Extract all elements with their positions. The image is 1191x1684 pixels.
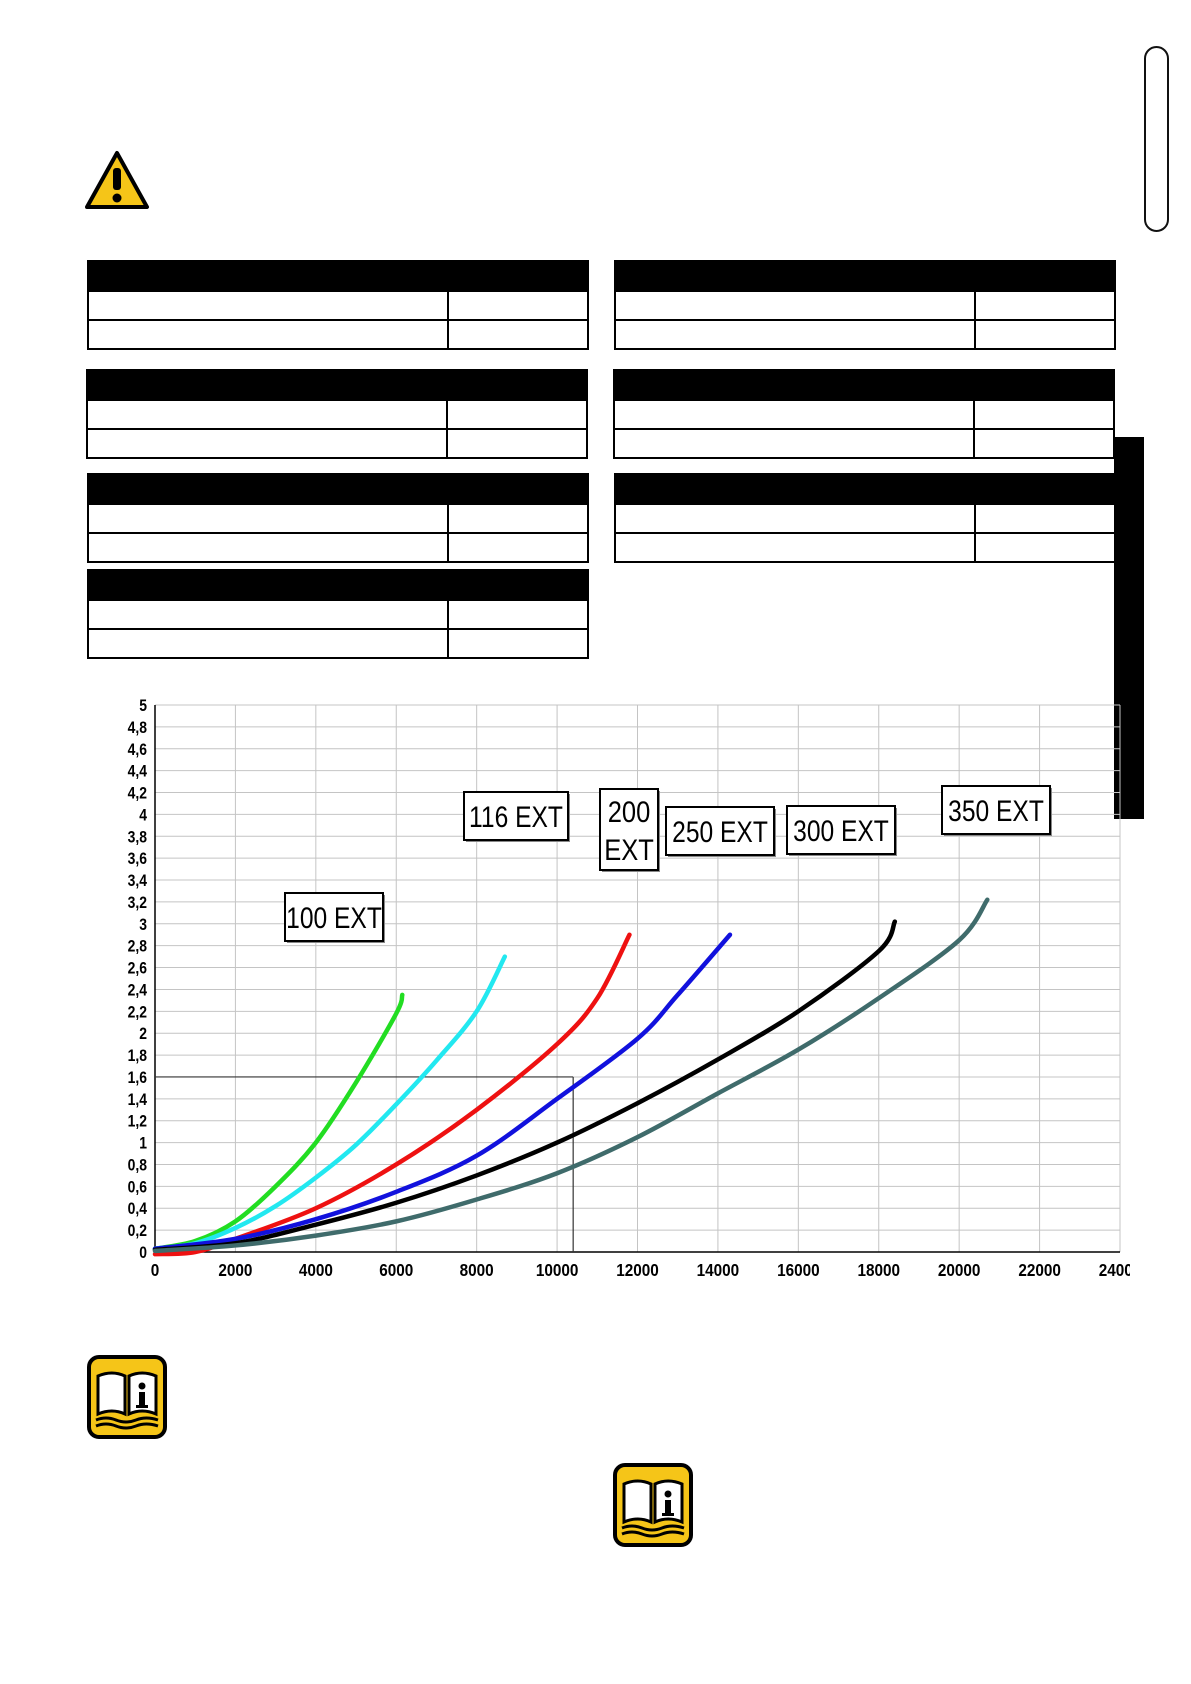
table-row <box>616 532 1114 561</box>
side-tab-outline <box>1144 46 1169 232</box>
y-tick-label: 4,2 <box>128 784 148 803</box>
y-tick-label: 4,4 <box>128 762 148 781</box>
x-tick-label: 10000 <box>536 1260 579 1280</box>
y-tick-label: 0,8 <box>128 1156 148 1175</box>
table-row <box>89 503 587 532</box>
series-label-200-ext: 200 <box>608 795 651 828</box>
spec-table-4 <box>613 369 1115 459</box>
table-row <box>616 319 1114 348</box>
y-tick-label: 2,2 <box>128 1003 148 1022</box>
y-tick-label: 1,6 <box>128 1069 148 1088</box>
y-tick-label: 2 <box>139 1025 147 1044</box>
x-tick-label: 24000 <box>1099 1260 1130 1280</box>
x-tick-label: 0 <box>151 1260 160 1280</box>
table-row <box>615 428 1113 457</box>
series-line-100-ext <box>152 992 405 1251</box>
y-tick-label: 0 <box>139 1244 147 1263</box>
read-manual-icon <box>86 1354 168 1440</box>
y-tick-label: 3,6 <box>128 850 148 869</box>
spec-table-6 <box>614 473 1116 563</box>
x-tick-label: 16000 <box>777 1260 820 1280</box>
table-row <box>88 428 586 457</box>
y-tick-label: 0,6 <box>128 1178 148 1197</box>
y-tick-label: 5 <box>139 697 147 716</box>
series-line-350-ext <box>152 897 990 1254</box>
series-label-100-ext: 100 EXT <box>286 901 382 935</box>
y-tick-label: 0,4 <box>128 1200 148 1219</box>
x-tick-label: 20000 <box>938 1260 981 1280</box>
label-box-250-ext <box>665 806 775 856</box>
spec-table-2 <box>614 260 1116 350</box>
table-row <box>89 290 587 319</box>
series-line-116-ext <box>152 954 508 1251</box>
label-box-100-ext <box>284 892 384 942</box>
series-label-250-ext: 250 EXT <box>672 815 768 849</box>
series-label-200-ext: EXT <box>604 833 654 866</box>
y-tick-label: 2,8 <box>128 937 148 956</box>
y-tick-label: 2,6 <box>128 959 148 978</box>
series-label-116-ext: 116 EXT <box>469 800 563 834</box>
x-tick-label: 4000 <box>299 1260 333 1280</box>
x-tick-label: 22000 <box>1018 1260 1061 1280</box>
y-tick-label: 0,2 <box>128 1222 148 1241</box>
series-line-250-ext <box>152 932 733 1251</box>
x-tick-label: 14000 <box>697 1260 740 1280</box>
read-manual-icon <box>612 1462 694 1548</box>
x-tick-label: 12000 <box>616 1260 659 1280</box>
table-row <box>89 532 587 561</box>
series-label-350-ext: 350 EXT <box>948 794 1044 828</box>
y-tick-label: 3,2 <box>128 894 148 913</box>
table-row <box>616 290 1114 319</box>
x-tick-label: 6000 <box>379 1260 413 1280</box>
series-label-300-ext: 300 EXT <box>793 814 889 848</box>
y-tick-label: 4,6 <box>128 741 148 760</box>
table-row <box>89 599 587 628</box>
y-tick-label: 3 <box>139 916 147 935</box>
table-row <box>616 503 1114 532</box>
y-tick-label: 1 <box>139 1134 147 1153</box>
spec-table-5 <box>87 473 589 563</box>
y-tick-label: 1,2 <box>128 1113 148 1132</box>
spec-table-1 <box>87 260 589 350</box>
table-row <box>615 399 1113 428</box>
y-tick-label: 3,8 <box>128 828 148 847</box>
table-header <box>616 262 1114 290</box>
table-row <box>88 399 586 428</box>
table-header <box>89 262 587 290</box>
table-header <box>89 475 587 503</box>
side-black-bar <box>1114 437 1144 819</box>
table-row <box>89 319 587 348</box>
label-box-350-ext <box>941 785 1051 835</box>
y-tick-label: 3,4 <box>128 872 148 891</box>
x-tick-label: 8000 <box>460 1260 494 1280</box>
x-tick-label: 18000 <box>857 1260 900 1280</box>
series-line-300-ext <box>152 919 898 1253</box>
pressure-drop-chart: 00,20,40,60,811,21,41,61,822,22,42,62,83… <box>128 697 1130 1281</box>
x-tick-label: 2000 <box>218 1260 252 1280</box>
y-tick-label: 1,4 <box>128 1091 148 1110</box>
table-row <box>89 628 587 657</box>
label-box-200-ext <box>599 788 659 871</box>
spec-table-3 <box>86 369 588 459</box>
warning-triangle-icon <box>84 150 150 210</box>
table-header <box>615 371 1113 399</box>
table-header <box>89 571 587 599</box>
y-tick-label: 1,8 <box>128 1047 148 1066</box>
spec-table-7 <box>87 569 589 659</box>
label-box-300-ext <box>786 805 896 855</box>
table-header <box>88 371 586 399</box>
y-tick-label: 4 <box>139 806 147 825</box>
y-tick-label: 2,4 <box>128 981 148 1000</box>
y-tick-label: 4,8 <box>128 719 148 738</box>
table-header <box>616 475 1114 503</box>
label-box-116-ext <box>463 791 569 841</box>
